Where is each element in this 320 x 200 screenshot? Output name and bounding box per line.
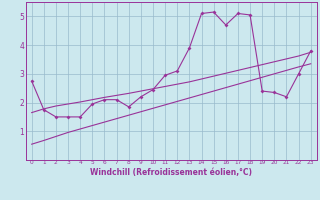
X-axis label: Windchill (Refroidissement éolien,°C): Windchill (Refroidissement éolien,°C): [90, 168, 252, 177]
